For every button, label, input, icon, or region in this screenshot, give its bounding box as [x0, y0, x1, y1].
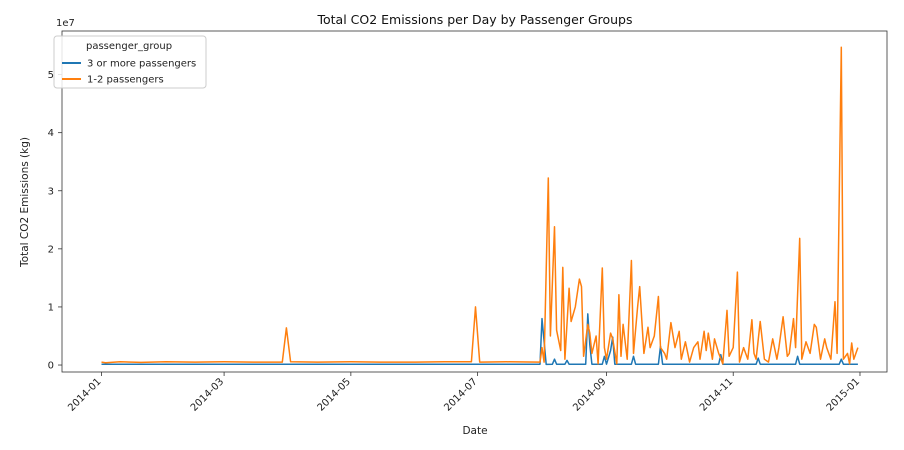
legend-label-3-or-more: 3 or more passengers	[87, 59, 196, 70]
y-scale-label: 1e7	[56, 18, 75, 29]
y-tick-label: 4	[48, 128, 54, 139]
x-tick-label: 2014-11	[698, 376, 735, 413]
x-tick-label: 2014-01	[66, 376, 103, 413]
legend-frame	[53, 35, 207, 89]
x-axis-title: Date	[462, 425, 487, 437]
x-tick-label: 2015-01	[825, 376, 862, 413]
y-tick-label: 2	[48, 244, 54, 255]
y-tick-label: 5	[48, 70, 54, 81]
y-tick-label: 3	[48, 186, 54, 197]
x-tick-label: 2014-09	[571, 376, 608, 413]
plot-frame	[61, 30, 888, 373]
x-tick-label: 2014-05	[316, 376, 353, 413]
series-line-3-or-more-passengers	[101, 313, 858, 366]
y-tick-label: 0	[48, 361, 54, 372]
series-line-1-2-passengers	[101, 46, 859, 365]
legend-label-1-2: 1-2 passengers	[87, 75, 164, 86]
chart-title: Total CO2 Emissions per Day by Passenger…	[316, 12, 632, 27]
legend: passenger_group 3 or more passengers 1-2…	[53, 35, 207, 89]
legend-title: passenger_group	[86, 41, 172, 52]
y-tick-label: 1	[48, 302, 54, 313]
y-axis-title: Total CO2 Emissions (kg)	[19, 137, 31, 268]
x-tick-label: 2014-03	[189, 376, 226, 413]
x-tick-label: 2014-07	[442, 376, 479, 413]
